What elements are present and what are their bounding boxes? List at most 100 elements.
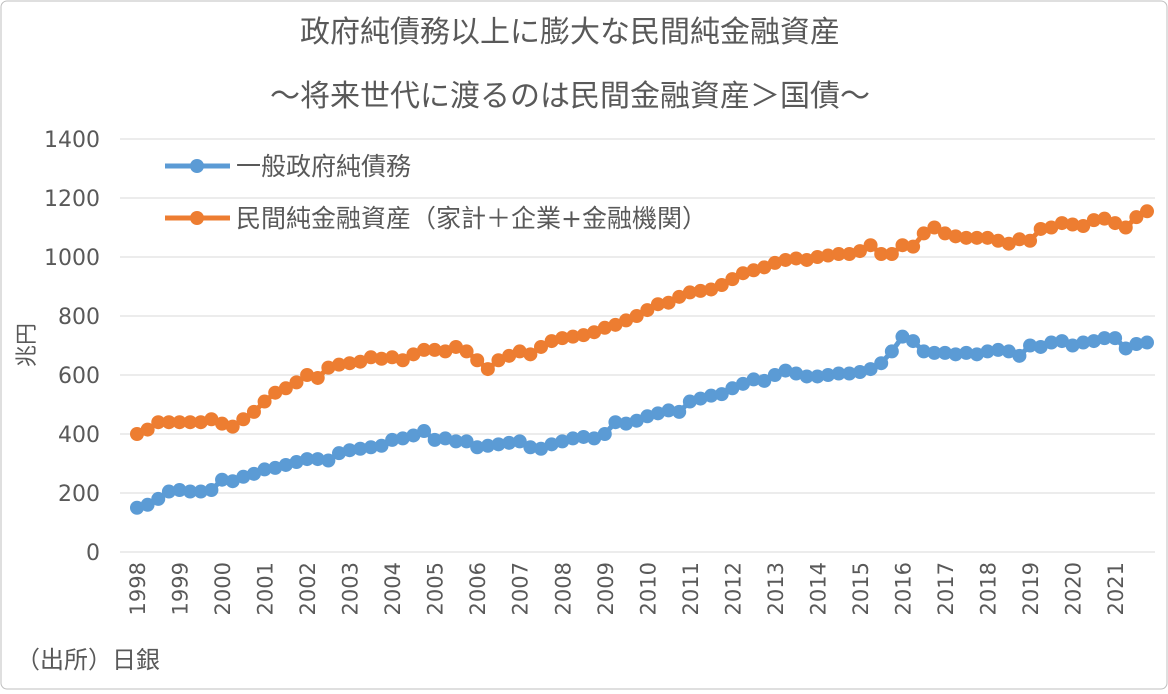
data-point [799,369,814,384]
data-point [321,453,336,468]
x-tick-label: 1999 [169,562,193,615]
data-point [629,413,644,428]
data-point [746,263,761,278]
data-point [1044,335,1059,350]
data-point [257,462,272,477]
data-point [725,381,740,396]
x-tick-label: 2005 [424,562,448,615]
legend-label: 一般政府純債務 [236,152,411,181]
data-point [640,409,655,424]
data-point [704,282,719,297]
data-point [289,455,304,470]
data-point [576,429,591,444]
data-point [1065,217,1080,232]
data-point [502,348,517,363]
data-point [821,248,836,263]
data-point [130,500,144,515]
data-point [246,466,261,481]
x-tick-label: 2013 [764,562,788,615]
data-point [1054,334,1069,349]
data-point [502,435,517,450]
chart-subtitle: ～将来世代に渡るのは民間金融資産＞国債～ [270,79,870,114]
data-point [289,375,304,390]
data-point [629,309,644,323]
data-point [714,278,729,293]
data-point [927,220,942,235]
data-point [406,347,421,362]
data-point [555,331,570,346]
x-tick-label: 2000 [211,562,235,615]
data-point [661,403,676,418]
data-point [693,391,708,406]
data-point [948,347,963,362]
data-point [236,412,251,427]
data-point [523,347,538,362]
data-point [767,368,782,382]
data-point [512,434,527,449]
x-tick-label: 2016 [891,562,915,615]
data-point [470,353,485,368]
data-point [650,406,665,421]
data-point [438,344,453,359]
data-point [1118,220,1133,235]
data-point [363,350,378,365]
data-point [799,252,814,267]
data-point [874,247,889,262]
data-point [1065,338,1080,353]
data-point [385,432,400,447]
data-point [821,368,836,382]
data-point [576,328,591,343]
data-point [534,339,548,354]
data-point [183,484,198,499]
data-point [480,438,495,453]
data-point [1033,221,1048,236]
y-tick-label: 0 [86,541,100,566]
data-point [1001,344,1016,359]
data-point [980,230,995,245]
data-point [842,366,857,381]
data-point [1140,335,1154,350]
data-point [619,313,634,328]
data-point [491,353,506,368]
data-point [215,416,230,431]
data-point [448,339,463,354]
x-tick-label: 2011 [679,562,703,615]
data-point [1140,204,1154,219]
data-point [991,342,1006,357]
data-point [321,360,336,375]
data-point [342,356,357,371]
data-point [140,497,155,512]
data-point [246,404,261,419]
data-point [693,283,708,298]
data-point [140,422,155,437]
data-point [1108,331,1123,346]
data-point [1012,232,1027,247]
data-point [757,373,772,388]
data-point [544,437,559,452]
data-point [417,424,432,439]
data-point [597,320,612,335]
data-point [1023,233,1038,248]
data-point [842,247,857,262]
data-point [1033,339,1048,354]
data-point [906,334,921,349]
x-tick-label: 2002 [296,562,320,615]
data-point [863,362,878,377]
data-point [193,415,208,430]
data-point [704,388,719,403]
data-point [448,434,463,449]
data-point [130,427,144,441]
x-tick-label: 2018 [977,562,1001,615]
data-point [789,251,804,266]
data-point [725,272,740,287]
data-point [767,255,782,270]
data-point [215,472,230,487]
chart-title: 政府純債務以上に膨大な民間純金融資産 [300,15,840,50]
data-point [204,483,219,498]
data-point [1086,334,1101,349]
data-point [353,441,368,456]
source-note: （出所）日銀 [16,646,160,674]
data-point [789,366,804,381]
